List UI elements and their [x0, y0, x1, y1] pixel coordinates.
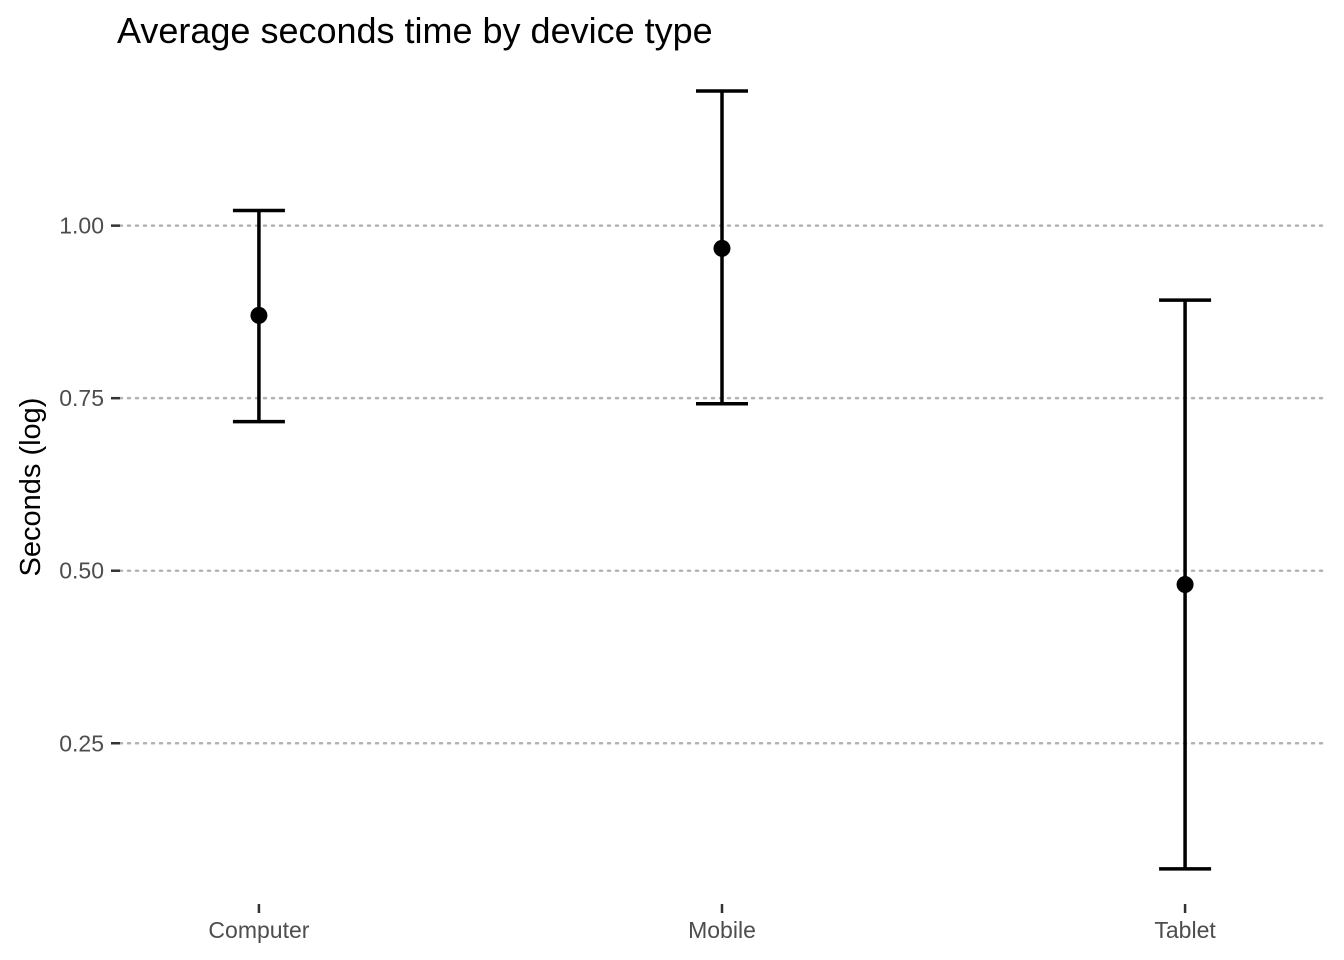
y-tick-label: 1.00: [59, 213, 104, 239]
y-tick-label: 0.25: [59, 730, 104, 756]
data-marks: [232, 89, 1212, 871]
x-tick-label: Mobile: [688, 917, 756, 943]
mean-point-mobile: [713, 239, 731, 257]
mean-point-tablet: [1176, 576, 1194, 594]
x-tick-label: Tablet: [1154, 917, 1216, 943]
y-axis-label: Seconds (log): [15, 398, 47, 577]
y-tick-label: 0.75: [59, 385, 104, 411]
x-axis: Computer Mobile Tablet: [208, 904, 1216, 943]
mean-point-computer: [250, 306, 268, 324]
y-axis: 0.25 0.50 0.75 1.00: [59, 213, 120, 756]
chart-title: Average seconds time by device type: [117, 10, 713, 51]
x-tick-label: Computer: [208, 917, 309, 943]
y-tick-label: 0.50: [59, 558, 104, 584]
